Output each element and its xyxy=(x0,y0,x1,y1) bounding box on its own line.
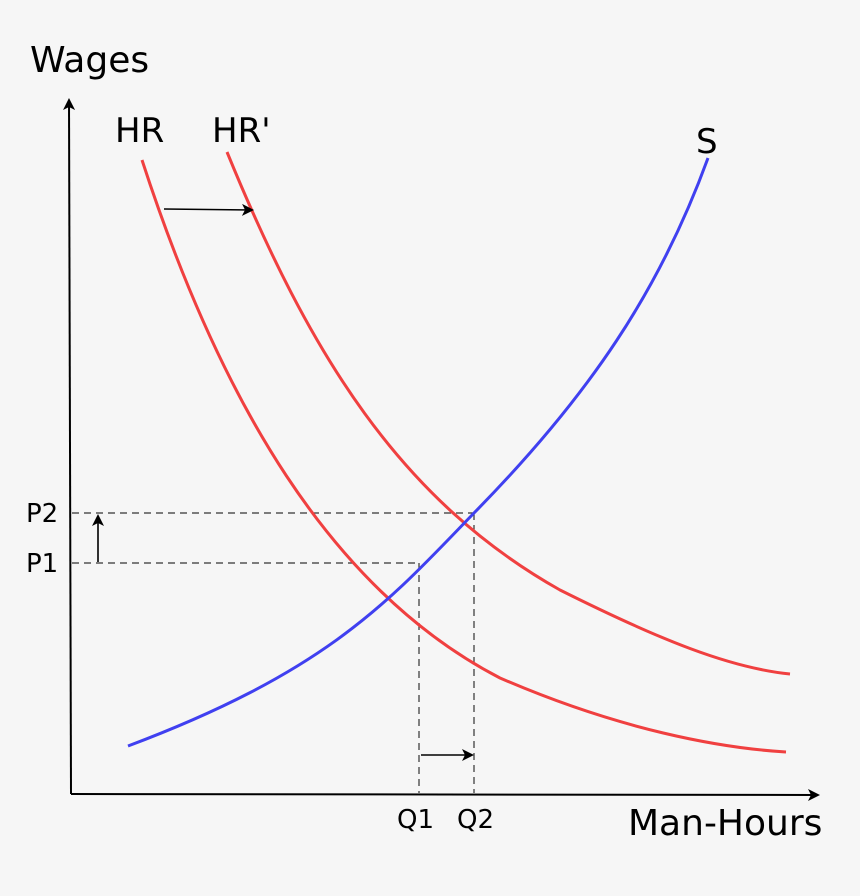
demand-shift-arrow xyxy=(163,203,254,216)
series-line-s xyxy=(127,157,710,748)
y-axis-label: Wages xyxy=(30,40,149,81)
series-line-hr xyxy=(140,159,787,754)
x-tick-q1: Q1 xyxy=(397,805,434,835)
y-tick-p2: P2 xyxy=(26,499,58,529)
series-line-hr-prime xyxy=(225,151,791,676)
x-axis-label: Man-Hours xyxy=(628,803,822,844)
guide-lines xyxy=(72,512,475,793)
y-axis xyxy=(63,98,76,795)
series-label-hr-prime: HR' xyxy=(212,111,271,151)
series-label-hr: HR xyxy=(115,111,164,151)
series-label-s: S xyxy=(696,122,718,162)
x-axis xyxy=(70,788,820,801)
y-tick-p1: P1 xyxy=(26,549,58,579)
x-tick-q2: Q2 xyxy=(457,805,494,835)
